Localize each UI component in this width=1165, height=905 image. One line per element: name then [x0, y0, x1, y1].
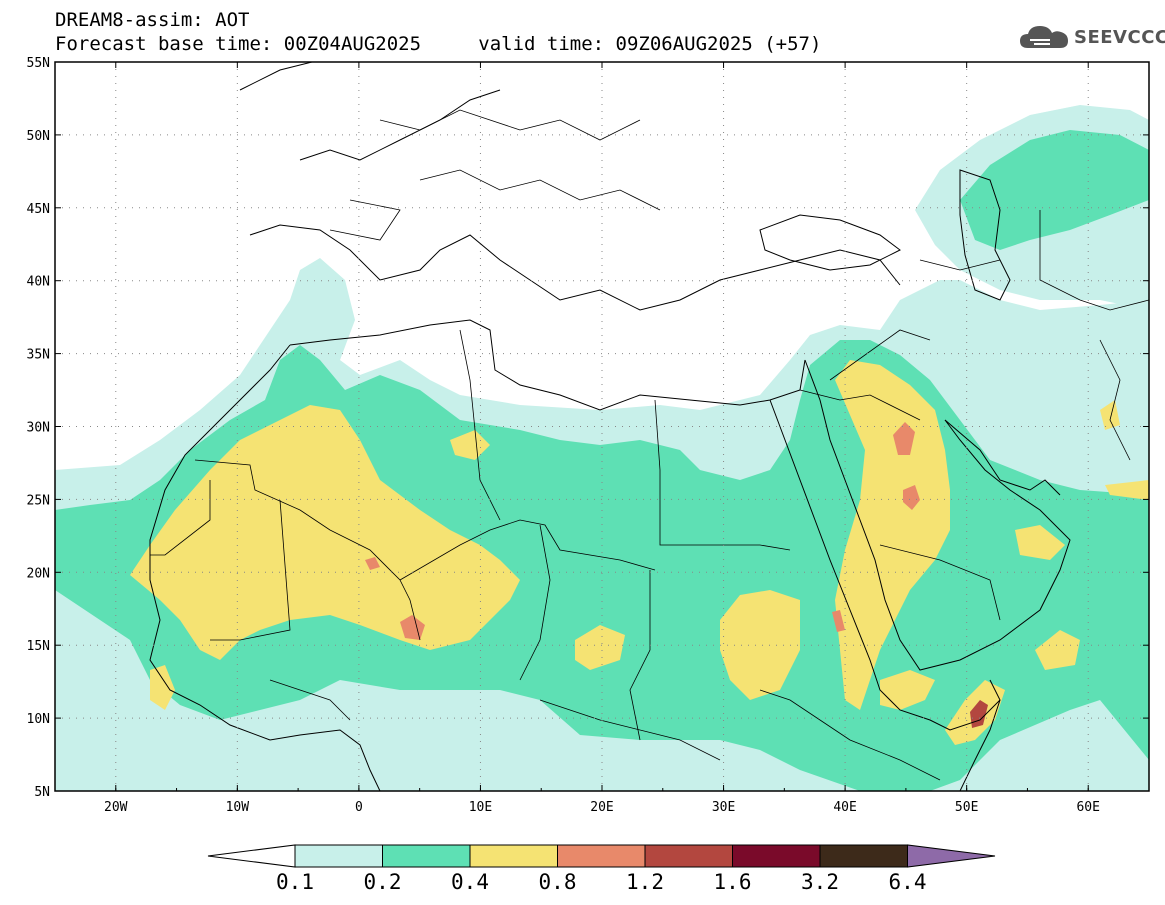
- axis-ticks: [54, 61, 1150, 792]
- valid-time: valid time: 09Z06AUG2025 (+57): [478, 33, 822, 55]
- lat-tick-label: 30N: [27, 421, 50, 436]
- lat-tick-label: 15N: [27, 639, 50, 654]
- colorbar-label: 6.4: [889, 870, 927, 894]
- forecast-time-line: Forecast base time: 00Z04AUG2025 valid t…: [55, 34, 821, 54]
- colorbar-label: 0.2: [364, 870, 402, 894]
- colorbar-segment: [469, 844, 558, 868]
- aot-contour-0.4-oman: [1015, 525, 1065, 560]
- lon-tick-label: 20W: [104, 800, 128, 815]
- lat-tick-label: 50N: [27, 129, 50, 144]
- country-borders: [150, 109, 1149, 781]
- colorbar-segment: [644, 844, 733, 868]
- aot-contour-0.4-pakistan: [1105, 480, 1149, 500]
- seevccc-logo: SEEVCCC: [1018, 22, 1165, 52]
- lon-tick-label: 40E: [833, 800, 856, 815]
- aot-contour-0.4-chad: [575, 625, 625, 670]
- coastlines: [149, 62, 1071, 791]
- lon-tick-label: 50E: [955, 800, 978, 815]
- aot-field: [55, 62, 1149, 791]
- lon-tick-label: 60E: [1076, 800, 1099, 815]
- aot-contour-0.4-iran: [1100, 400, 1120, 430]
- aot-contour-0.4-yemen: [880, 670, 935, 710]
- colorbar-below-arrow: [207, 844, 296, 868]
- colorbar-label: 0.1: [276, 870, 314, 894]
- logo-text: SEEVCCC: [1074, 26, 1165, 48]
- lat-tick-label: 55N: [27, 56, 50, 71]
- lat-tick-label: 10N: [27, 712, 50, 727]
- aot-contour-0.4-coast: [150, 665, 175, 710]
- colorbar-segment: [819, 844, 908, 868]
- aot-contour-0.8-redsea: [832, 610, 845, 632]
- aot-contour-0.4-sahara: [130, 405, 520, 660]
- aot-contour-0.4-sudan: [720, 590, 800, 700]
- colorbar-label: 1.2: [626, 870, 664, 894]
- aot-contour-0.8-mali: [365, 557, 380, 570]
- map-title: DREAM8-assim: AOT: [55, 9, 250, 31]
- aot-contour-1.2-somalia: [970, 700, 988, 728]
- lon-tick-label: 30E: [712, 800, 735, 815]
- colorbar: 0.1 0.2 0.4 0.8 1.2 1.6 3.2 6.4: [207, 844, 996, 894]
- colorbar-segment: [382, 844, 471, 868]
- aot-contour-0.8-saudi: [903, 485, 920, 510]
- aot-contour-0.2-caspian: [960, 130, 1149, 250]
- lon-tick-label: 10W: [226, 800, 250, 815]
- cloud-icon: [1020, 26, 1068, 48]
- lon-tick-label: 20E: [590, 800, 613, 815]
- lon-tick-label: 10E: [469, 800, 492, 815]
- map-grid: [55, 62, 1149, 791]
- colorbar-segment: [732, 844, 821, 868]
- latitude-tick-labels: 55N 50N 45N 40N 35N 30N 25N 20N 15N 10N 5N: [27, 56, 50, 800]
- lat-tick-label: 45N: [27, 202, 50, 217]
- aot-contour-0.4-libya: [450, 430, 490, 460]
- colorbar-label: 0.8: [539, 870, 577, 894]
- lat-tick-label: 35N: [27, 348, 50, 363]
- colorbar-label: 3.2: [801, 870, 839, 894]
- base-time: Forecast base time: 00Z04AUG2025: [55, 33, 422, 55]
- longitude-tick-labels: 20W 10W 0 10E 20E 30E 40E 50E 60E: [104, 800, 1100, 815]
- aot-contour-0.4-arabia: [835, 360, 950, 710]
- lat-tick-label: 20N: [27, 566, 50, 581]
- colorbar-above-arrow: [907, 844, 996, 868]
- aot-contour-0.8-iraq: [893, 422, 915, 455]
- colorbar-label: 1.6: [714, 870, 752, 894]
- lat-tick-label: 5N: [34, 785, 50, 800]
- lat-tick-label: 25N: [27, 493, 50, 508]
- lon-tick-label: 0: [355, 800, 363, 815]
- colorbar-segment: [294, 844, 383, 868]
- aot-contour-0.4-arabiansea: [1035, 630, 1080, 670]
- colorbar-segment: [557, 844, 646, 868]
- lat-tick-label: 40N: [27, 275, 50, 290]
- colorbar-label: 0.4: [451, 870, 489, 894]
